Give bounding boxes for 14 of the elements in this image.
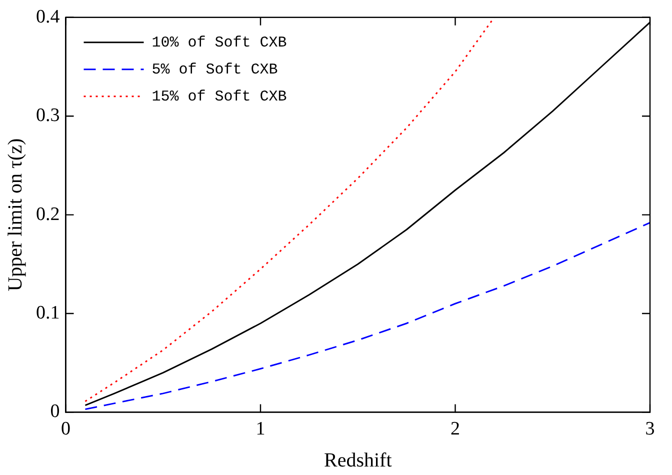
x-axis-title: Redshift [324,449,392,472]
x-tick-label: 3 [645,418,655,440]
line-series [84,222,650,410]
legend-label: 5% of Soft CXB [152,61,278,78]
legend-label: 10% of Soft CXB [152,34,287,52]
x-tick-label: 1 [256,418,266,440]
x-tick-label: 2 [450,418,460,440]
y-tick-label: 0.2 [36,204,60,225]
y-tick-label: 0.4 [36,6,60,28]
y-tick-label: 0.3 [36,105,60,126]
y-tick-label: 0 [50,401,60,422]
legend-label: 15% of Soft CXB [152,88,287,106]
y-tick-label: 0.1 [36,302,60,324]
y-axis-title: Upper limit on τ(z) [4,138,26,292]
